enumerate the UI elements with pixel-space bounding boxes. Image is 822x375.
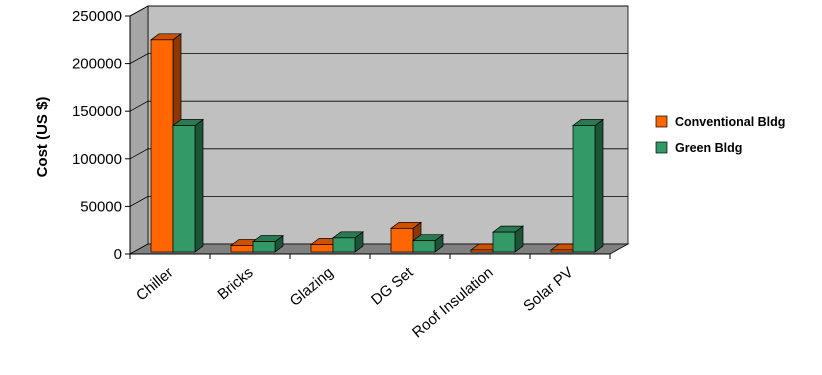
bar-front bbox=[470, 249, 494, 253]
y-axis: 0 50000 100000 150000 200000 250000 bbox=[72, 8, 131, 263]
x-tick-label: Solar PV bbox=[520, 264, 576, 315]
bar-front bbox=[412, 240, 436, 253]
bar-front bbox=[332, 237, 356, 253]
bar-front bbox=[310, 244, 334, 253]
y-tick-label: 100000 bbox=[72, 151, 122, 168]
bar-front bbox=[230, 245, 254, 253]
bar-front bbox=[390, 227, 414, 253]
bar-front bbox=[150, 39, 174, 253]
x-tick-label: Chiller bbox=[133, 264, 176, 304]
y-tick-label: 0 bbox=[114, 246, 122, 263]
gridlines bbox=[129, 5, 628, 207]
legend-swatch bbox=[655, 141, 668, 154]
gridline bbox=[129, 53, 628, 64]
gridline bbox=[129, 195, 628, 207]
bar-front bbox=[252, 241, 276, 253]
legend: Conventional Bldg Green Bldg bbox=[655, 115, 785, 155]
gridline bbox=[129, 5, 628, 17]
back-wall bbox=[147, 5, 629, 245]
y-tick-label: 200000 bbox=[72, 56, 122, 73]
bar-front bbox=[572, 125, 596, 253]
bar bbox=[411, 233, 445, 253]
bar bbox=[491, 225, 525, 253]
bar-front bbox=[172, 125, 196, 253]
x-tick-label: DG Set bbox=[368, 264, 417, 309]
gridline bbox=[129, 100, 628, 112]
legend-label: Conventional Bldg bbox=[675, 115, 785, 129]
legend-swatch bbox=[655, 115, 668, 128]
bar bbox=[171, 118, 205, 253]
x-tick-label: Glazing bbox=[287, 264, 337, 310]
bar-front bbox=[492, 231, 516, 253]
bars bbox=[149, 33, 605, 253]
y-tick-label: 50000 bbox=[80, 198, 122, 215]
legend-label: Green Bldg bbox=[675, 141, 742, 155]
bar-side bbox=[594, 118, 604, 253]
side-wall bbox=[129, 5, 149, 255]
y-tick-label: 250000 bbox=[72, 8, 122, 25]
y-tick-label: 150000 bbox=[72, 103, 122, 120]
bar bbox=[571, 118, 605, 253]
bar bbox=[331, 231, 365, 253]
gridline bbox=[129, 148, 628, 160]
bar-front bbox=[550, 249, 574, 253]
x-tick-label: Bricks bbox=[214, 264, 256, 303]
bar bbox=[251, 234, 285, 253]
plot-walls bbox=[128, 5, 630, 255]
bar-side bbox=[194, 118, 204, 253]
y-axis-label: Cost (US $) bbox=[34, 97, 51, 178]
x-tick-label: Roof Insulation bbox=[409, 264, 497, 341]
